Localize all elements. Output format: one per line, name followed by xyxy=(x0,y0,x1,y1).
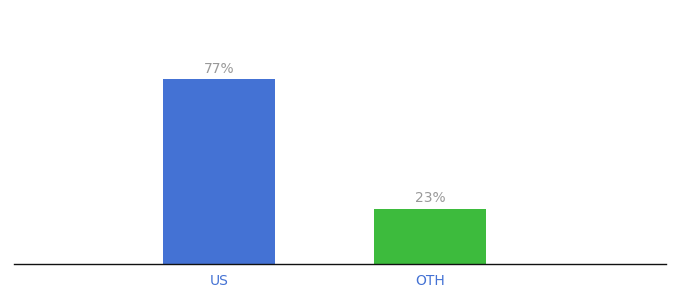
Bar xyxy=(163,79,275,264)
Text: 23%: 23% xyxy=(415,191,445,205)
Bar xyxy=(374,209,486,264)
Text: 77%: 77% xyxy=(203,61,234,76)
